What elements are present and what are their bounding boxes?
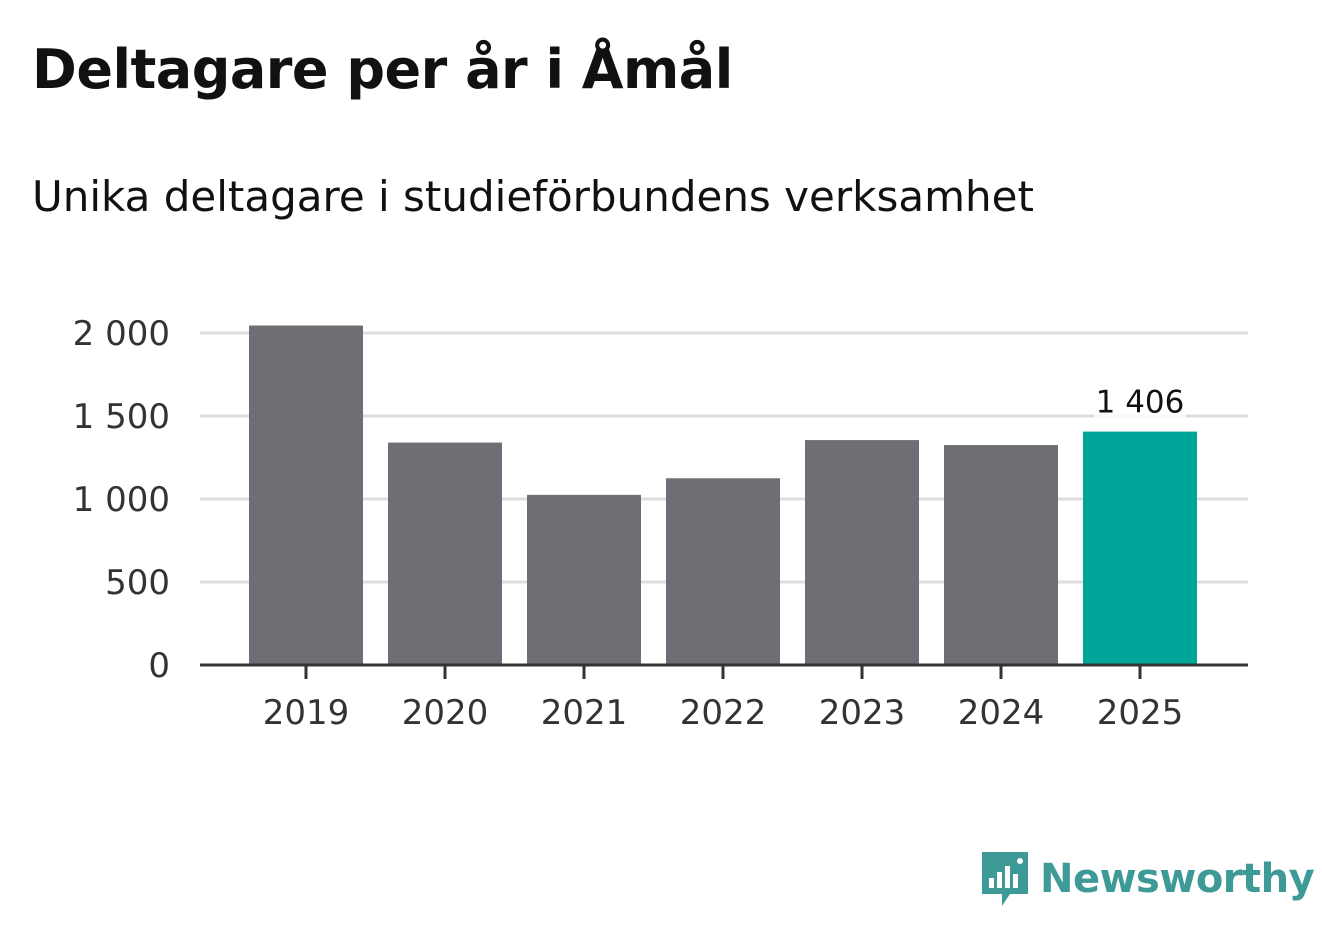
newsworthy-icon (982, 852, 1028, 906)
chart-title: Deltagare per år i Åmål (32, 38, 733, 101)
data-label: 1 406 (1096, 385, 1185, 421)
bar-2022 (666, 478, 780, 665)
x-tick-label: 2022 (680, 693, 767, 733)
x-tick-label: 2023 (819, 693, 906, 733)
data-label-background (1094, 385, 1186, 422)
bar-2024 (944, 445, 1058, 665)
x-tick-label: 2024 (958, 693, 1045, 733)
bar-2020 (388, 442, 502, 665)
y-tick-label: 1 000 (73, 480, 170, 520)
y-tick-label: 0 (148, 646, 170, 686)
x-tick-label: 2019 (263, 693, 350, 733)
y-tick-label: 500 (105, 563, 170, 603)
x-tick-label: 2020 (402, 693, 489, 733)
brand-name: Newsworthy (1040, 856, 1315, 902)
x-tick-label: 2021 (541, 693, 628, 733)
y-tick-label: 2 000 (73, 314, 170, 354)
bar-2025 (1083, 431, 1197, 665)
chart-subtitle: Unika deltagare i studieförbundens verks… (32, 172, 1034, 221)
bar-2023 (805, 440, 919, 665)
y-tick-label: 1 500 (73, 397, 170, 437)
brand-logo: Newsworthy (980, 848, 1315, 910)
bar-2021 (527, 494, 641, 665)
bar-2019 (249, 325, 363, 665)
x-tick-label: 2025 (1097, 693, 1184, 733)
